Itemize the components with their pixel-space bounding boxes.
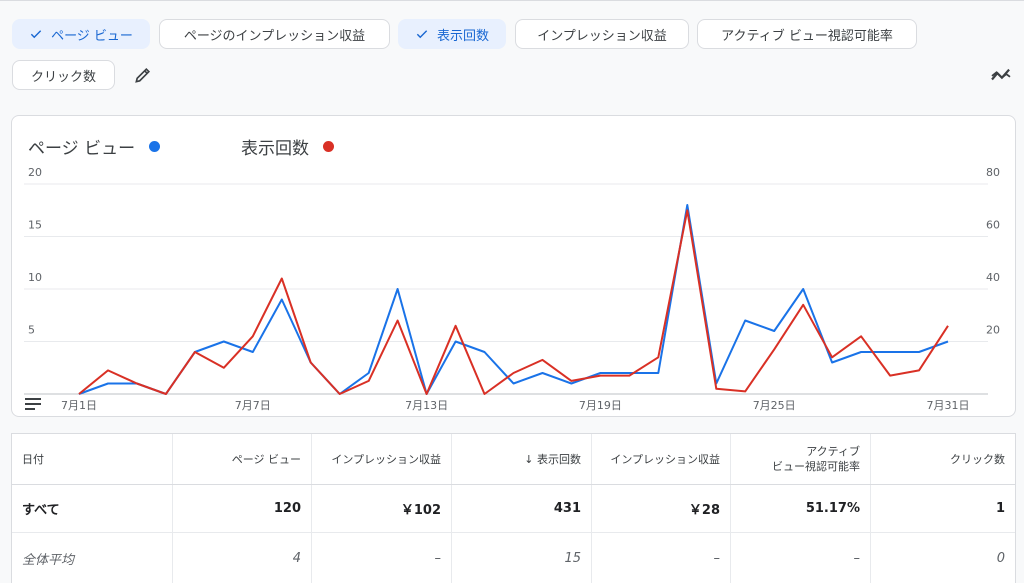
y-tick-label-left: 5: [28, 324, 35, 337]
legend-dot-red: [323, 141, 334, 152]
chip-label: アクティブ ビュー視認可能率: [721, 28, 893, 44]
table-header-row: 日付 ページ ビュー インプレッション収益 ↓ 表示回数 インプレッション収益 …: [12, 434, 1015, 485]
cell: 51.17%: [731, 485, 871, 532]
cell: 15: [452, 533, 592, 583]
edit-metrics-button[interactable]: [131, 63, 155, 87]
series-line-page-views: [78, 204, 949, 395]
table-row-total: すべて 120 ￥102 431 ￥28 51.17% 1: [12, 485, 1015, 533]
series-line-impressions: [78, 209, 949, 395]
y-tick-label-left: 15: [28, 219, 42, 232]
y-tick-label-right: 20: [986, 324, 1000, 337]
cell: 431: [452, 485, 592, 532]
header-impression-revenue[interactable]: インプレッション収益: [592, 434, 731, 484]
table-row-average: 全体平均 4 – 15 – – 0: [12, 533, 1015, 583]
chip-label: インプレッション収益: [537, 28, 667, 44]
cell: 1: [995, 501, 1005, 516]
x-tick-label: 7月31日: [927, 399, 970, 412]
cell: 4: [173, 533, 312, 583]
cell: 全体平均: [12, 533, 173, 583]
header-page-impression-revenue[interactable]: インプレッション収益: [312, 434, 452, 484]
top-divider: [0, 0, 1024, 1]
chip-clicks[interactable]: クリック数: [12, 60, 115, 90]
cell: –: [731, 533, 871, 583]
chip-label: ページのインプレッション収益: [183, 28, 366, 44]
header-active-view[interactable]: アクティブ ビュー視認可能率: [731, 434, 871, 484]
chip-impression-revenue[interactable]: インプレッション収益: [515, 19, 689, 49]
legend-label: 表示回数: [241, 139, 309, 159]
header-clicks[interactable]: クリック数: [950, 452, 1005, 466]
x-tick-label: 7月19日: [579, 399, 622, 412]
y-tick-label-right: 40: [986, 271, 1000, 284]
chip-label: クリック数: [30, 69, 96, 85]
cell: 0: [996, 550, 1005, 566]
cell: すべて: [12, 485, 173, 532]
y-tick-label-right: 60: [986, 219, 1000, 232]
chart-menu-button[interactable]: [24, 396, 42, 412]
legend-impressions[interactable]: 表示回数: [241, 134, 334, 159]
x-tick-label: 7月7日: [235, 399, 271, 412]
legend-dot-blue: [149, 141, 161, 152]
chip-active-view-viewability[interactable]: アクティブ ビュー視認可能率: [697, 19, 917, 49]
header-page-views[interactable]: ページ ビュー: [173, 434, 312, 484]
y-tick-label-left: 20: [28, 166, 42, 179]
legend-page-views[interactable]: ページ ビュー: [28, 134, 161, 159]
trend-icon: [991, 68, 1011, 81]
x-tick-label: 7月25日: [753, 399, 796, 412]
cell: ￥102: [312, 485, 452, 532]
y-tick-label-right: 80: [986, 166, 1000, 179]
x-tick-label: 7月13日: [405, 399, 448, 412]
chip-impressions[interactable]: 表示回数: [398, 19, 506, 49]
metrics-table: 日付 ページ ビュー インプレッション収益 ↓ 表示回数 インプレッション収益 …: [11, 433, 1016, 583]
check-icon: [30, 30, 42, 39]
chip-page-impression-revenue[interactable]: ページのインプレッション収益: [159, 19, 390, 49]
pencil-icon: [135, 67, 151, 83]
cell: ￥28: [592, 485, 731, 532]
chip-label: ページ ビュー: [51, 28, 133, 44]
header-impressions-sorted[interactable]: ↓ 表示回数: [452, 434, 592, 484]
header-date[interactable]: 日付: [12, 434, 173, 484]
legend-label: ページ ビュー: [28, 139, 136, 159]
check-icon: [416, 30, 428, 39]
y-tick-label-left: 10: [28, 271, 42, 284]
chip-label: 表示回数: [436, 28, 489, 44]
cell: –: [312, 533, 452, 583]
cell: 120: [173, 485, 312, 532]
x-tick-label: 7月1日: [61, 399, 97, 412]
cell: –: [592, 533, 731, 583]
chip-page-views[interactable]: ページ ビュー: [12, 19, 150, 49]
chart-card: [11, 115, 1016, 417]
menu-lines-icon: [25, 398, 41, 410]
compare-trend-button[interactable]: [988, 63, 1014, 87]
